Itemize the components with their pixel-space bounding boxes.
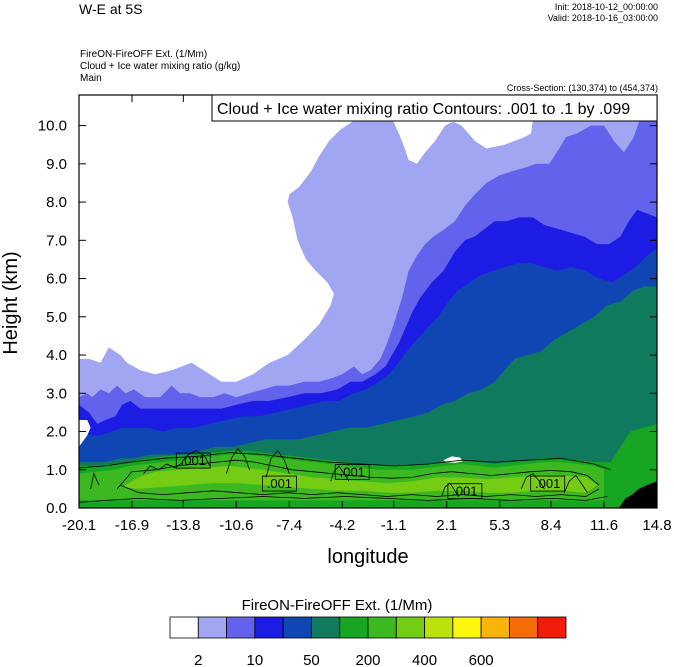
contour-line bbox=[90, 472, 100, 489]
colorbar-swatch bbox=[367, 616, 397, 639]
y-tick-label: 2.0 bbox=[46, 424, 67, 441]
contour-label: .001 bbox=[535, 476, 560, 491]
x-tick-label: -7.4 bbox=[276, 517, 302, 534]
contour-label-box bbox=[175, 452, 211, 469]
x-tick-label: 5.3 bbox=[489, 517, 510, 534]
contour-label: .001 bbox=[340, 465, 365, 480]
axes: -20.1 -16.9 -13.8 -10.6 -7.4 -4.2 -1.1 2.1 5.3 8.… bbox=[38, 95, 672, 534]
colorbar-swatch bbox=[480, 616, 510, 639]
contour-line bbox=[330, 465, 350, 482]
fill-lime bbox=[122, 465, 598, 493]
x-axis-label: longitude bbox=[327, 546, 408, 568]
x-tick-label: -16.9 bbox=[115, 517, 149, 534]
contour-line bbox=[441, 482, 459, 497]
colorbar-swatch bbox=[395, 616, 425, 639]
colorbar: 2 10 50 200 400 600 bbox=[169, 616, 567, 667]
contour-label-box bbox=[530, 475, 566, 492]
init-time-label: Init: 2018-10-12_00:00:00 bbox=[554, 2, 658, 12]
fill-white bbox=[79, 420, 91, 447]
cross-section-label: Cross-Section: (130,374) to (454,374) bbox=[506, 83, 658, 93]
y-tick-label: 9.0 bbox=[46, 156, 67, 173]
y-tick-label: 8.0 bbox=[46, 194, 67, 211]
extinction-fill-layers bbox=[79, 95, 657, 508]
contour-label-box bbox=[334, 464, 370, 480]
field-title-extinction: FireON-FireOFF Ext. (1/Mm) bbox=[80, 49, 208, 60]
contour-label: .001 bbox=[267, 476, 292, 491]
colorbar-swatch bbox=[424, 616, 454, 639]
colorbar-swatch bbox=[452, 616, 482, 639]
x-tick-label: 11.6 bbox=[590, 517, 618, 534]
colorbar-swatch bbox=[311, 616, 341, 639]
contour-label-box bbox=[447, 483, 483, 500]
contour-value-labels: .001 .001 .001 .001 .001 bbox=[175, 452, 566, 500]
colorbar-swatch bbox=[254, 616, 284, 639]
contour-line bbox=[116, 459, 600, 490]
colorbar-tick-label: 200 bbox=[355, 652, 380, 667]
y-tick-label: 10.0 bbox=[38, 118, 67, 135]
colorbar-title: FireON-FireOFF Ext. (1/Mm) bbox=[241, 597, 433, 614]
y-tick-label: 6.0 bbox=[46, 271, 67, 288]
y-tick-label: 0.0 bbox=[46, 500, 67, 517]
contour-line bbox=[520, 473, 545, 490]
contour-line bbox=[265, 449, 290, 478]
contour-line bbox=[563, 474, 588, 493]
x-tick-label: -20.1 bbox=[62, 517, 96, 534]
contour-line bbox=[120, 484, 600, 497]
contour-line bbox=[79, 452, 611, 471]
contour-line bbox=[181, 450, 211, 467]
valid-time-label: Valid: 2018-10-16_03:00:00 bbox=[547, 13, 658, 23]
y-tick-label: 5.0 bbox=[46, 309, 67, 326]
contour-info-text: Cloud + Ice water mixing ratio Contours:… bbox=[217, 101, 630, 118]
y-axis-label: Height (km) bbox=[0, 251, 22, 354]
fill-black bbox=[618, 481, 657, 508]
colorbar-tick-label: 50 bbox=[303, 652, 320, 667]
domain-label: Main bbox=[80, 73, 102, 84]
colorbar-tick-label: 2 bbox=[194, 652, 202, 667]
colorbar-swatch bbox=[282, 616, 312, 639]
colorbar-swatch bbox=[537, 616, 567, 639]
colorbar-swatch bbox=[339, 616, 369, 639]
field-title-mixing-ratio: Cloud + Ice water mixing ratio (g/kg) bbox=[80, 61, 241, 72]
x-tick-label: 8.4 bbox=[541, 517, 562, 534]
contour-info-box: Cloud + Ice water mixing ratio Contours:… bbox=[211, 94, 658, 122]
x-tick-label: 2.1 bbox=[436, 517, 457, 534]
x-tick-label: 14.8 bbox=[642, 517, 671, 534]
contour-label-box bbox=[261, 475, 297, 492]
colorbar-tick-label: 10 bbox=[247, 652, 264, 667]
x-tick-label: -10.6 bbox=[219, 517, 253, 534]
x-tick-label: -13.8 bbox=[166, 517, 200, 534]
y-tick-label: 4.0 bbox=[46, 347, 67, 364]
colorbar-swatch bbox=[226, 616, 256, 639]
contour-line bbox=[226, 448, 250, 474]
plot-main-title: W-E at 5S bbox=[79, 1, 143, 17]
contour-label: .001 bbox=[452, 484, 477, 499]
x-tick-label: -4.2 bbox=[329, 517, 355, 534]
y-tick-label: 1.0 bbox=[46, 462, 67, 479]
contour-line bbox=[79, 496, 608, 503]
x-tick-label: -1.1 bbox=[381, 517, 407, 534]
y-tick-label: 7.0 bbox=[46, 232, 67, 249]
colorbar-tick-label: 400 bbox=[412, 652, 437, 667]
colorbar-tick-label: 600 bbox=[469, 652, 494, 667]
colorbar-swatch bbox=[197, 616, 227, 639]
fill-white bbox=[443, 456, 464, 463]
colorbar-swatch bbox=[169, 616, 199, 639]
mixing-ratio-contours bbox=[79, 448, 611, 503]
y-tick-label: 3.0 bbox=[46, 385, 67, 402]
colorbar-swatch bbox=[509, 616, 539, 639]
contour-label: .001 bbox=[181, 453, 206, 468]
